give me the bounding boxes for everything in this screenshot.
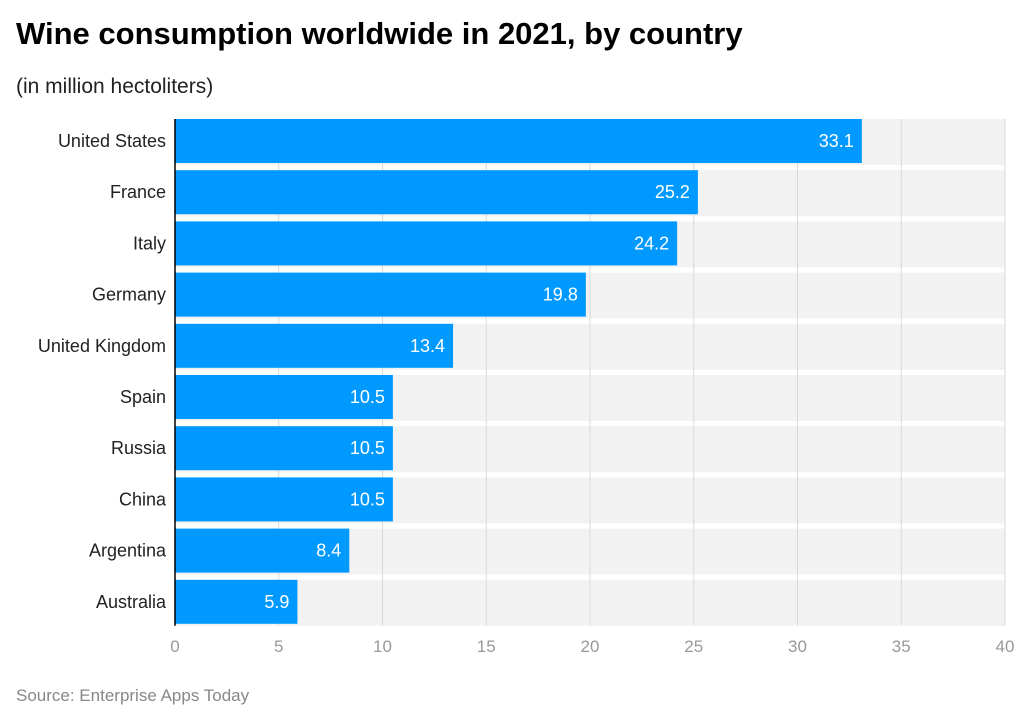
category-label: Germany <box>92 285 166 305</box>
x-tick-label: 15 <box>477 637 496 656</box>
x-tick-label: 30 <box>788 637 807 656</box>
category-label: Italy <box>133 233 166 253</box>
value-label: 5.9 <box>264 592 289 612</box>
bar-china <box>175 477 393 522</box>
bar-united-kingdom <box>175 323 454 368</box>
value-label: 10.5 <box>350 438 385 458</box>
value-label: 13.4 <box>410 336 445 356</box>
x-tick-label: 5 <box>274 637 283 656</box>
category-label: France <box>110 182 166 202</box>
bar-australia <box>175 579 298 624</box>
x-tick-label: 10 <box>373 637 392 656</box>
category-label: United States <box>58 131 166 151</box>
bar-germany <box>175 272 586 317</box>
category-label: Argentina <box>89 541 167 561</box>
value-label: 24.2 <box>634 233 669 253</box>
x-tick-label: 40 <box>996 637 1015 656</box>
category-label: Russia <box>111 438 167 458</box>
bar-italy <box>175 221 678 266</box>
category-label: Australia <box>96 592 167 612</box>
bar-argentina <box>175 528 350 573</box>
value-label: 25.2 <box>655 182 690 202</box>
value-label: 10.5 <box>350 489 385 509</box>
chart-subtitle: (in million hectoliters) <box>16 75 214 98</box>
bar-united-states <box>175 119 862 163</box>
value-label: 33.1 <box>819 131 854 151</box>
value-label: 8.4 <box>316 541 341 561</box>
x-tick-label: 0 <box>170 637 179 656</box>
bar-france <box>175 170 698 215</box>
chart-title: Wine consumption worldwide in 2021, by c… <box>16 16 743 51</box>
value-label: 19.8 <box>543 285 578 305</box>
bar-spain <box>175 375 393 419</box>
value-label: 10.5 <box>350 387 385 407</box>
category-label: Spain <box>120 387 166 407</box>
bar-russia <box>175 426 393 471</box>
source-note: Source: Enterprise Apps Today <box>16 686 250 705</box>
x-tick-label: 35 <box>892 637 911 656</box>
category-label: United Kingdom <box>38 336 166 356</box>
category-label: China <box>119 489 167 509</box>
x-tick-label: 25 <box>684 637 703 656</box>
x-tick-label: 20 <box>581 637 600 656</box>
